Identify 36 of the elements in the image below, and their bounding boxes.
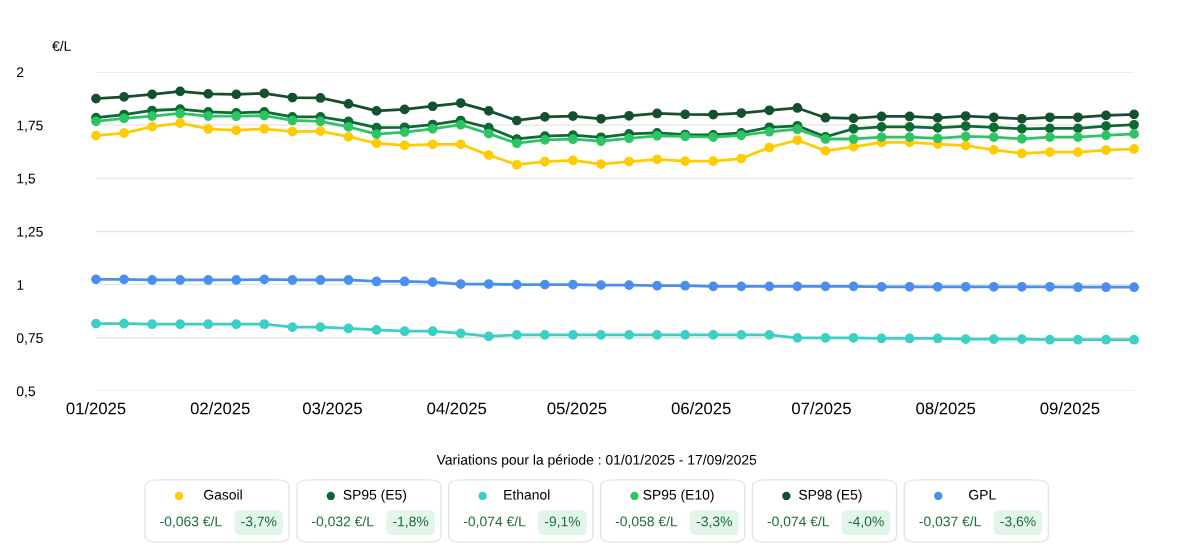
text: -0,074 €/L [767, 516, 830, 529]
legend-label: Ethanol [504, 489, 550, 500]
x-tick-label: 03/2025 [303, 402, 362, 415]
legend-label: GPL [969, 489, 996, 500]
y-tick-label: 1,75 [17, 120, 43, 132]
x-tick-label: 02/2025 [190, 402, 250, 415]
legend-label: SP95 (E5) [343, 489, 407, 503]
x-tick-label: 06/2025 [671, 402, 731, 415]
x-tick-label: 01/2025 [66, 402, 126, 415]
text: -3,3% [696, 516, 732, 529]
text: -0,074 €/L [463, 516, 526, 529]
y-tick-label: 0,5 [16, 386, 36, 398]
y-tick-label: 1,5 [17, 173, 36, 186]
y-tick-label: 1 [17, 280, 24, 290]
text: -0,058 €/L [615, 516, 678, 529]
text: -3,7% [241, 516, 277, 529]
y-tick-label: 0,75 [16, 333, 43, 345]
text: -1,8% [393, 516, 429, 529]
text: -0,037 €/L [919, 516, 981, 529]
legend-label: Gasoil [204, 489, 242, 500]
text: -4,0% [848, 516, 884, 529]
text: -9,1% [544, 516, 581, 529]
text: -3,6% [1000, 516, 1036, 529]
x-tick-label: 05/2025 [547, 402, 607, 415]
x-tick-label: 08/2025 [916, 402, 976, 415]
y-axis-title: €/L [52, 40, 71, 51]
x-tick-label: 07/2025 [791, 402, 851, 415]
text: -0,032 €/L [312, 516, 374, 529]
text: -0,063 €/L [160, 516, 222, 529]
y-tick-label: 2 [17, 67, 24, 78]
legend-label: SP95 (E10) [643, 489, 714, 503]
x-tick-label: 09/2025 [1040, 402, 1100, 415]
x-tick-label: 04/2025 [427, 402, 487, 415]
text: Variations pour la période : 01/01/2025 - 17/09/2025 [436, 454, 757, 468]
legend-label: SP98 (E5) [799, 489, 862, 503]
y-tick-label: 1,25 [17, 226, 43, 239]
